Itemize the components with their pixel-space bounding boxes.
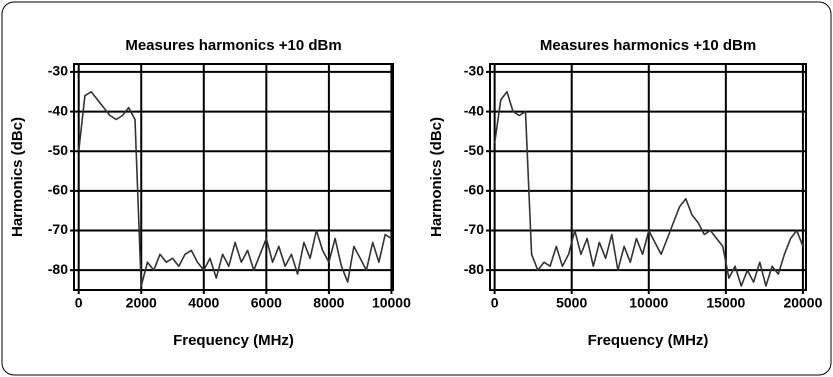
x-axis-title: Frequency (MHz) [588, 332, 709, 349]
x-tick-label: 10000 [629, 295, 668, 311]
y-tick-label: -80 [48, 261, 68, 277]
x-tick-label: 5000 [556, 295, 587, 311]
data-line [493, 91, 804, 287]
y-tick-label: -70 [464, 221, 484, 237]
x-tick-label: 15000 [706, 295, 745, 311]
y-tick-label: -40 [48, 102, 68, 118]
chart-title: Measures harmonics +10 dBm [540, 37, 756, 54]
y-axis-title: Harmonics (dBc) [9, 117, 26, 237]
y-tick-label: -50 [464, 142, 484, 158]
y-tick-label: -70 [48, 221, 68, 237]
y-tick-label: -50 [48, 142, 68, 158]
y-tick-label: -40 [464, 102, 484, 118]
x-tick-label: 0 [75, 295, 83, 311]
x-tick-label: 4000 [188, 295, 219, 311]
x-tick-label: 6000 [251, 295, 282, 311]
plot-area [73, 63, 394, 291]
data-line [77, 91, 392, 287]
x-tick-label: 8000 [313, 295, 344, 311]
y-tick-label: -30 [464, 63, 484, 79]
y-tick-label: -30 [48, 63, 68, 79]
y-tick-label: -80 [464, 261, 484, 277]
x-tick-label: 10000 [372, 295, 411, 311]
x-tick-label: 20000 [783, 295, 822, 311]
x-axis-title: Frequency (MHz) [173, 332, 294, 349]
chart-title: Measures harmonics +10 dBm [125, 37, 341, 54]
y-tick-label: -60 [48, 182, 68, 198]
y-axis-title: Harmonics (dBc) [428, 117, 445, 237]
y-tick-label: -60 [464, 182, 484, 198]
x-tick-label: 0 [491, 295, 499, 311]
x-tick-label: 2000 [126, 295, 157, 311]
